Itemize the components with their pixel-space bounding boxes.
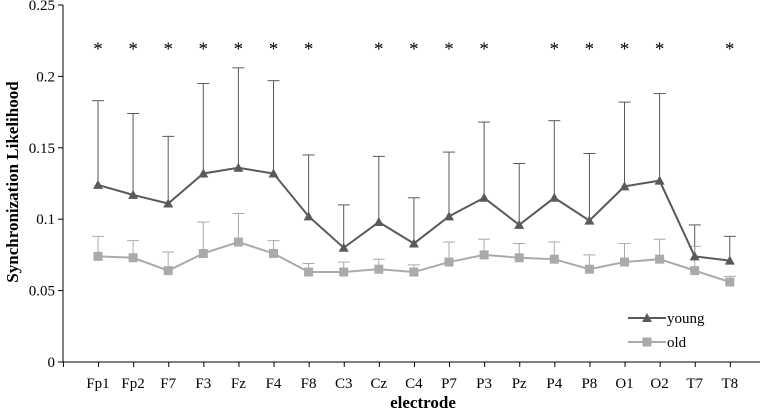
data-point-young	[268, 168, 279, 178]
data-point-old	[549, 254, 559, 264]
y-axis-label: Synchronization Likelihood	[3, 81, 22, 283]
data-point-old	[163, 266, 173, 276]
data-point-old	[655, 254, 665, 264]
data-point-old	[198, 248, 208, 258]
legend-marker	[642, 337, 652, 347]
significance-star: *	[269, 39, 279, 60]
y-tick-label: 0.05	[29, 284, 55, 300]
data-point-young	[479, 192, 490, 202]
data-point-old	[128, 253, 138, 263]
data-point-young	[338, 242, 349, 252]
data-point-old	[374, 264, 384, 274]
y-tick-label: 0	[48, 355, 56, 371]
data-point-young	[654, 175, 665, 185]
data-point-young	[303, 211, 314, 221]
significance-star: *	[374, 39, 384, 60]
data-point-old	[409, 267, 419, 277]
data-point-young	[373, 217, 384, 227]
x-tick-label: F7	[160, 376, 176, 392]
data-point-young	[724, 255, 735, 265]
data-point-young	[163, 198, 174, 208]
y-tick-label: 0.2	[36, 69, 55, 85]
significance-star: *	[128, 39, 138, 60]
legend-marker	[642, 313, 652, 322]
legend: young old	[628, 311, 705, 351]
axes: 0 0.05 0.1 0.15 0.2 0.25 Fp1 Fp2 F7 F3 Fz F4 F8 C3 Cz C…	[29, 0, 760, 392]
x-axis-label: electrode	[390, 393, 456, 409]
y-tick-label: 0.1	[36, 212, 55, 228]
x-tick-label: P3	[476, 376, 492, 392]
data-point-young	[584, 215, 595, 225]
data-point-old	[269, 248, 278, 258]
x-tick-label: T7	[686, 376, 703, 392]
significance-star: *	[725, 39, 735, 60]
data-point-old	[479, 250, 489, 260]
data-point-old	[620, 257, 629, 267]
data-point-young	[128, 189, 139, 199]
series-markers	[93, 162, 735, 287]
data-point-old	[233, 237, 243, 247]
data-point-young	[233, 162, 244, 172]
data-point-old	[304, 267, 314, 277]
y-tick-label: 0.25	[29, 0, 55, 14]
significance-star: *	[304, 39, 314, 60]
x-tick-label: F4	[266, 376, 282, 392]
legend-label: young	[667, 311, 705, 327]
y-tick-label: 0.15	[29, 141, 55, 157]
data-point-young	[444, 211, 454, 221]
significance-star: *	[620, 39, 630, 60]
significance-star: *	[550, 39, 560, 60]
significance-star: *	[655, 39, 665, 60]
data-point-young	[408, 238, 419, 248]
x-tick-label: Fp2	[121, 376, 144, 392]
data-point-young	[93, 179, 103, 189]
legend-label: old	[667, 335, 687, 351]
x-tick-label: C3	[335, 376, 353, 392]
x-tick-label: O2	[650, 376, 668, 392]
data-point-old	[339, 267, 349, 277]
x-tick-label: Cz	[370, 376, 387, 392]
data-point-young	[198, 168, 209, 178]
significance-star: *	[444, 39, 454, 60]
x-tick-label: P8	[581, 376, 597, 392]
significance-star: *	[479, 39, 489, 60]
data-point-young	[514, 219, 525, 229]
data-point-young	[619, 181, 630, 191]
significance-star: *	[93, 39, 103, 60]
significance-star: *	[234, 39, 244, 60]
x-tick-label: Pz	[512, 376, 527, 392]
data-point-young	[549, 192, 560, 202]
data-point-old	[584, 264, 594, 274]
data-point-young	[689, 251, 700, 261]
data-point-old	[444, 257, 454, 267]
data-point-old	[725, 277, 735, 287]
error-bars	[92, 67, 736, 283]
x-tick-label: O1	[615, 376, 633, 392]
data-point-old	[514, 253, 524, 263]
x-tick-label: T8	[721, 376, 738, 392]
x-tick-label: Fp1	[86, 376, 109, 392]
x-tick-label: P7	[441, 376, 457, 392]
x-tick-label: C4	[405, 376, 423, 392]
significance-star: *	[199, 39, 209, 60]
x-tick-label: F3	[195, 376, 211, 392]
data-point-old	[93, 251, 103, 261]
x-tick-label: F8	[301, 376, 317, 392]
x-tick-label: Fz	[231, 376, 246, 392]
data-point-old	[690, 266, 700, 276]
significance-markers: * * * * * * * * * * * * * * * *	[93, 39, 734, 60]
x-tick-label: P4	[546, 376, 562, 392]
significance-star: *	[163, 39, 173, 60]
significance-star: *	[409, 39, 419, 60]
significance-star: *	[585, 39, 595, 60]
